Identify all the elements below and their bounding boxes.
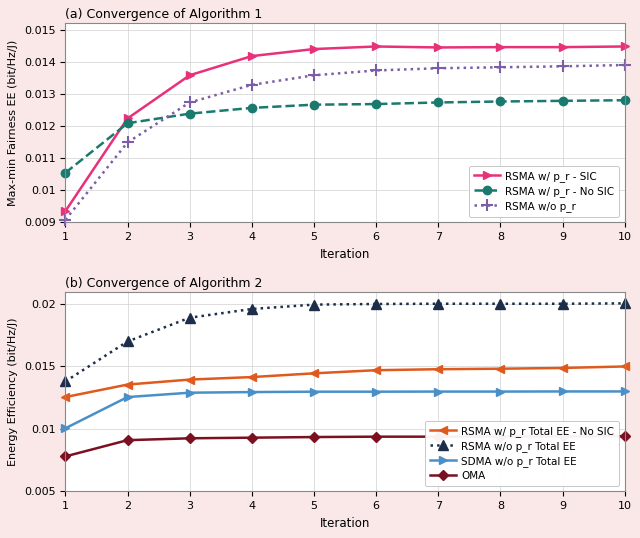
Line: RSMA w/o p_r Total EE: RSMA w/o p_r Total EE	[61, 299, 630, 386]
OMA	[124, 437, 131, 443]
RSMA w/o p_r	[559, 63, 566, 69]
RSMA w/o p_r Total EE	[248, 306, 255, 312]
Text: (b) Convergence of Algorithm 2: (b) Convergence of Algorithm 2	[65, 277, 263, 291]
RSMA w/ p_r - SIC	[497, 44, 504, 51]
RSMA w/o p_r Total EE	[372, 301, 380, 307]
RSMA w/o p_r	[248, 82, 255, 88]
RSMA w/ p_r - No SIC	[621, 97, 628, 103]
SDMA w/o p_r Total EE	[248, 389, 255, 395]
RSMA w/ p_r Total EE - No SIC	[124, 381, 131, 388]
X-axis label: Iteration: Iteration	[320, 247, 370, 261]
RSMA w/o p_r	[124, 139, 131, 146]
RSMA w/ p_r - No SIC	[559, 97, 566, 104]
RSMA w/o p_r Total EE	[435, 301, 442, 307]
Legend: RSMA w/ p_r Total EE - No SIC, RSMA w/o p_r Total EE, SDMA w/o p_r Total EE, OMA: RSMA w/ p_r Total EE - No SIC, RSMA w/o …	[425, 421, 620, 486]
RSMA w/o p_r Total EE	[621, 300, 628, 307]
RSMA w/o p_r	[61, 217, 69, 223]
SDMA w/o p_r Total EE	[186, 390, 193, 396]
RSMA w/ p_r - No SIC	[497, 98, 504, 105]
SDMA w/o p_r Total EE	[621, 388, 628, 395]
RSMA w/o p_r	[435, 65, 442, 72]
RSMA w/o p_r	[621, 62, 628, 68]
RSMA w/o p_r Total EE	[497, 301, 504, 307]
RSMA w/ p_r Total EE - No SIC	[248, 374, 255, 380]
RSMA w/o p_r	[372, 67, 380, 74]
Legend: RSMA w/ p_r - SIC, RSMA w/ p_r - No SIC, RSMA w/o p_r: RSMA w/ p_r - SIC, RSMA w/ p_r - No SIC,…	[468, 166, 620, 217]
RSMA w/o p_r Total EE	[61, 378, 69, 385]
RSMA w/ p_r - SIC	[310, 46, 318, 52]
RSMA w/ p_r Total EE - No SIC	[559, 365, 566, 371]
RSMA w/ p_r - SIC	[61, 208, 69, 215]
SDMA w/o p_r Total EE	[310, 388, 318, 395]
RSMA w/o p_r	[310, 72, 318, 79]
RSMA w/ p_r - No SIC	[435, 99, 442, 105]
RSMA w/o p_r Total EE	[559, 301, 566, 307]
Line: RSMA w/o p_r: RSMA w/o p_r	[60, 60, 630, 225]
OMA	[186, 435, 193, 442]
RSMA w/ p_r - SIC	[559, 44, 566, 51]
RSMA w/o p_r Total EE	[186, 315, 193, 321]
RSMA w/ p_r Total EE - No SIC	[61, 394, 69, 400]
RSMA w/ p_r Total EE - No SIC	[621, 363, 628, 370]
Line: RSMA w/ p_r - No SIC: RSMA w/ p_r - No SIC	[61, 96, 629, 177]
RSMA w/ p_r - SIC	[621, 43, 628, 49]
RSMA w/o p_r	[497, 64, 504, 70]
RSMA w/ p_r Total EE - No SIC	[497, 365, 504, 372]
RSMA w/ p_r Total EE - No SIC	[186, 377, 193, 383]
RSMA w/o p_r	[186, 99, 193, 105]
RSMA w/ p_r - No SIC	[124, 120, 131, 126]
RSMA w/ p_r - No SIC	[61, 169, 69, 176]
Line: RSMA w/ p_r Total EE - No SIC: RSMA w/ p_r Total EE - No SIC	[61, 362, 629, 401]
OMA	[61, 453, 69, 459]
OMA	[559, 433, 566, 440]
Line: SDMA w/o p_r Total EE: SDMA w/o p_r Total EE	[61, 387, 629, 433]
Line: OMA: OMA	[62, 433, 628, 460]
OMA	[497, 433, 504, 440]
RSMA w/ p_r - No SIC	[248, 105, 255, 111]
RSMA w/ p_r - SIC	[124, 115, 131, 122]
RSMA w/ p_r - No SIC	[186, 110, 193, 117]
OMA	[310, 434, 318, 440]
Line: RSMA w/ p_r - SIC: RSMA w/ p_r - SIC	[61, 43, 629, 215]
RSMA w/ p_r - SIC	[435, 44, 442, 51]
OMA	[621, 433, 628, 440]
Y-axis label: Max-min Fairness EE (bit/Hz/J): Max-min Fairness EE (bit/Hz/J)	[8, 39, 19, 206]
RSMA w/ p_r - SIC	[372, 43, 380, 49]
OMA	[248, 435, 255, 441]
SDMA w/o p_r Total EE	[124, 394, 131, 400]
OMA	[435, 434, 442, 440]
RSMA w/ p_r Total EE - No SIC	[435, 366, 442, 372]
RSMA w/o p_r Total EE	[310, 301, 318, 308]
RSMA w/ p_r Total EE - No SIC	[372, 367, 380, 373]
RSMA w/o p_r Total EE	[124, 338, 131, 345]
X-axis label: Iteration: Iteration	[320, 516, 370, 530]
SDMA w/o p_r Total EE	[61, 425, 69, 431]
Text: (a) Convergence of Algorithm 1: (a) Convergence of Algorithm 1	[65, 8, 262, 22]
Y-axis label: Energy Efficiency (bit/Hz/J): Energy Efficiency (bit/Hz/J)	[8, 317, 19, 466]
RSMA w/ p_r - No SIC	[372, 101, 380, 107]
SDMA w/o p_r Total EE	[497, 388, 504, 395]
SDMA w/o p_r Total EE	[559, 388, 566, 395]
SDMA w/o p_r Total EE	[435, 388, 442, 395]
RSMA w/ p_r Total EE - No SIC	[310, 370, 318, 377]
RSMA w/ p_r - No SIC	[310, 102, 318, 108]
RSMA w/ p_r - SIC	[248, 53, 255, 59]
RSMA w/ p_r - SIC	[186, 72, 193, 79]
OMA	[372, 434, 380, 440]
SDMA w/o p_r Total EE	[372, 388, 380, 395]
